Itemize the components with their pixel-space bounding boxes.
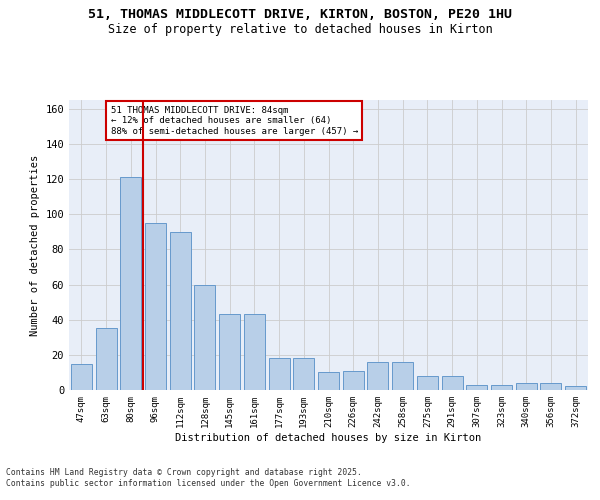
X-axis label: Distribution of detached houses by size in Kirton: Distribution of detached houses by size … [175,432,482,442]
Bar [244,314,265,390]
Bar [442,376,463,390]
Bar [466,384,487,390]
Text: Contains HM Land Registry data © Crown copyright and database right 2025.
Contai: Contains HM Land Registry data © Crown c… [6,468,410,487]
Bar [71,364,92,390]
Bar [293,358,314,390]
Bar [516,383,537,390]
Bar [417,376,438,390]
Bar [145,223,166,390]
Text: Size of property relative to detached houses in Kirton: Size of property relative to detached ho… [107,22,493,36]
Bar [392,362,413,390]
Bar [95,328,116,390]
Bar [367,362,388,390]
Bar [343,370,364,390]
Y-axis label: Number of detached properties: Number of detached properties [30,154,40,336]
Bar [565,386,586,390]
Text: 51, THOMAS MIDDLECOTT DRIVE, KIRTON, BOSTON, PE20 1HU: 51, THOMAS MIDDLECOTT DRIVE, KIRTON, BOS… [88,8,512,20]
Bar [541,383,562,390]
Bar [318,372,339,390]
Bar [269,358,290,390]
Text: 51 THOMAS MIDDLECOTT DRIVE: 84sqm
← 12% of detached houses are smaller (64)
88% : 51 THOMAS MIDDLECOTT DRIVE: 84sqm ← 12% … [110,106,358,136]
Bar [170,232,191,390]
Bar [194,284,215,390]
Bar [491,384,512,390]
Bar [219,314,240,390]
Bar [120,178,141,390]
